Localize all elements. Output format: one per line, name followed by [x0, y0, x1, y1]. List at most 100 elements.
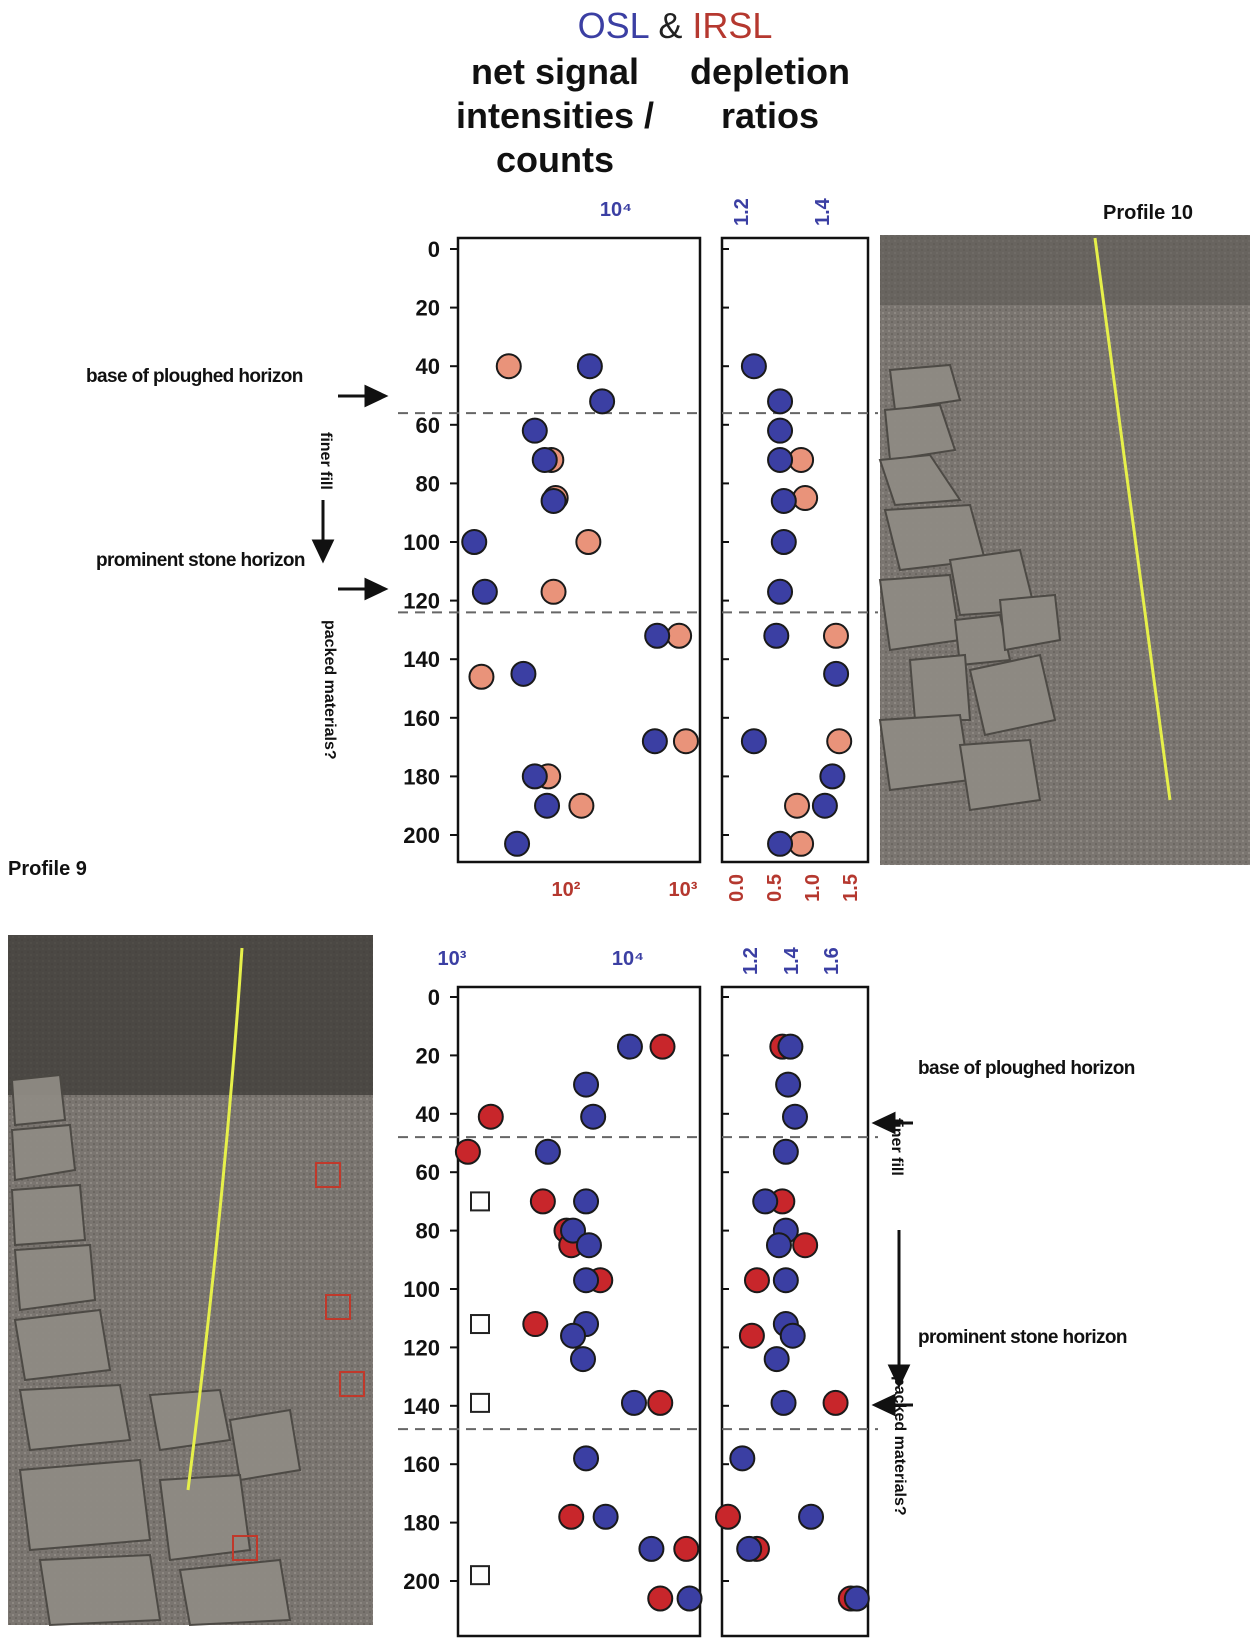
- open-square-marker: [470, 1191, 490, 1212]
- top-tick-label: 1.4: [781, 946, 803, 975]
- irsl-point: [454, 1138, 481, 1165]
- osl-point: [540, 487, 567, 514]
- osl-point: [779, 1322, 806, 1349]
- p9-note-ploughed: base of ploughed horizon: [918, 1058, 1135, 1079]
- y-tick-label: 100: [403, 1277, 440, 1302]
- irsl-point: [540, 578, 567, 605]
- osl-point: [740, 353, 767, 380]
- irsl-point: [673, 1535, 700, 1562]
- irsl-point: [647, 1389, 674, 1416]
- osl-point: [461, 529, 488, 555]
- osl-point: [573, 1188, 600, 1215]
- osl-point: [592, 1503, 619, 1530]
- osl-point: [560, 1322, 587, 1349]
- y-tick-label: 180: [403, 1511, 440, 1536]
- osl-point: [765, 1232, 792, 1259]
- y-tick-label: 80: [416, 1219, 440, 1244]
- y-tick-label: 0: [428, 985, 440, 1010]
- panel-frame: [720, 236, 870, 864]
- y-tick-label: 60: [416, 413, 440, 438]
- osl-point: [534, 792, 561, 819]
- y-tick-label: 60: [416, 1160, 440, 1185]
- osl-point: [589, 388, 616, 415]
- osl-point: [521, 417, 548, 444]
- osl-point: [770, 529, 797, 555]
- top-tick-label: 10³: [438, 948, 467, 970]
- osl-point: [616, 1033, 643, 1060]
- y-tick-label: 180: [403, 764, 440, 789]
- osl-point: [573, 1445, 600, 1472]
- y-tick-label: 0: [428, 237, 440, 262]
- osl-point: [767, 388, 794, 415]
- y-tick-label: 40: [416, 1102, 440, 1127]
- y-tick-label: 160: [403, 1452, 440, 1477]
- osl-point: [843, 1585, 870, 1612]
- y-tick-label: 160: [403, 706, 440, 731]
- profile10-label: Profile 10: [1103, 202, 1194, 224]
- p10-note-stone: prominent stone horizon: [96, 550, 306, 571]
- osl-point: [641, 728, 668, 755]
- osl-point: [811, 792, 838, 819]
- p10-note-ploughed: base of ploughed horizon: [86, 366, 303, 387]
- charts-layer: 0 20 40 60 80 100 120 140 160 180 200 0 20 40 60 80 100 1…: [398, 197, 878, 1638]
- y-tick-label: 40: [416, 354, 440, 379]
- panel-frame: [720, 985, 870, 1638]
- osl-point: [770, 487, 797, 514]
- osl-point: [504, 830, 531, 857]
- osl-point: [560, 1217, 587, 1244]
- osl-point: [575, 1232, 602, 1259]
- y-tick-label: 80: [416, 471, 440, 496]
- osl-point: [534, 1138, 561, 1165]
- irsl-point: [477, 1103, 504, 1130]
- y-tick-label: 140: [403, 1394, 440, 1419]
- osl-point: [676, 1585, 703, 1612]
- osl-point: [644, 622, 671, 649]
- tape-measure: [1093, 237, 1172, 801]
- osl-point: [573, 1071, 600, 1098]
- osl-point: [823, 660, 850, 687]
- osl-point: [752, 1188, 779, 1215]
- irsl-point: [522, 1311, 549, 1338]
- col1-title: net signal intensities / counts: [455, 51, 655, 180]
- irsl-point: [822, 1389, 849, 1416]
- open-square-marker: [470, 1392, 490, 1413]
- top-tick-label: 10⁴: [612, 948, 644, 970]
- osl-point: [531, 446, 558, 473]
- osl-legend-label: OSL: [577, 5, 649, 46]
- bottom-tick-label: 0.5: [764, 874, 786, 902]
- irsl-point: [558, 1503, 585, 1530]
- irsl-point: [575, 529, 602, 555]
- irsl-point: [468, 663, 495, 690]
- osl-point: [767, 578, 794, 605]
- y-tick-label: 200: [403, 1569, 440, 1594]
- osl-point: [638, 1535, 665, 1562]
- osl-point: [772, 1267, 799, 1294]
- bottom-tick-label: 10³: [669, 879, 698, 901]
- bottom-tick-label: 1.5: [840, 874, 862, 902]
- y-tick-label: 140: [403, 647, 440, 672]
- osl-point: [775, 1071, 802, 1098]
- osl-point: [772, 1138, 799, 1165]
- irsl-point: [647, 1585, 674, 1612]
- open-square-marker: [470, 1565, 490, 1586]
- p9-note-stone: prominent stone horizon: [918, 1327, 1128, 1348]
- legend-title: OSL & IRSL: [540, 6, 810, 46]
- irsl-point: [666, 622, 693, 649]
- osl-point: [740, 728, 767, 755]
- top-tick-label: 1.4: [812, 197, 834, 226]
- irsl-point: [568, 792, 595, 819]
- bottom-tick-label: 1.0: [802, 874, 824, 902]
- irsl-point: [743, 1267, 770, 1294]
- irsl-point: [822, 622, 849, 649]
- irsl-point: [649, 1033, 676, 1060]
- bottom-tick-label: 0.0: [726, 874, 748, 902]
- profile9-photo: [8, 935, 373, 1627]
- y-tick-label: 200: [403, 823, 440, 848]
- irsl-point: [792, 1232, 819, 1259]
- osl-point: [729, 1445, 756, 1472]
- osl-point: [782, 1103, 808, 1130]
- p10-annotation-arrows: [311, 384, 389, 601]
- osl-point: [798, 1503, 825, 1530]
- y-tick-label: 20: [416, 296, 440, 321]
